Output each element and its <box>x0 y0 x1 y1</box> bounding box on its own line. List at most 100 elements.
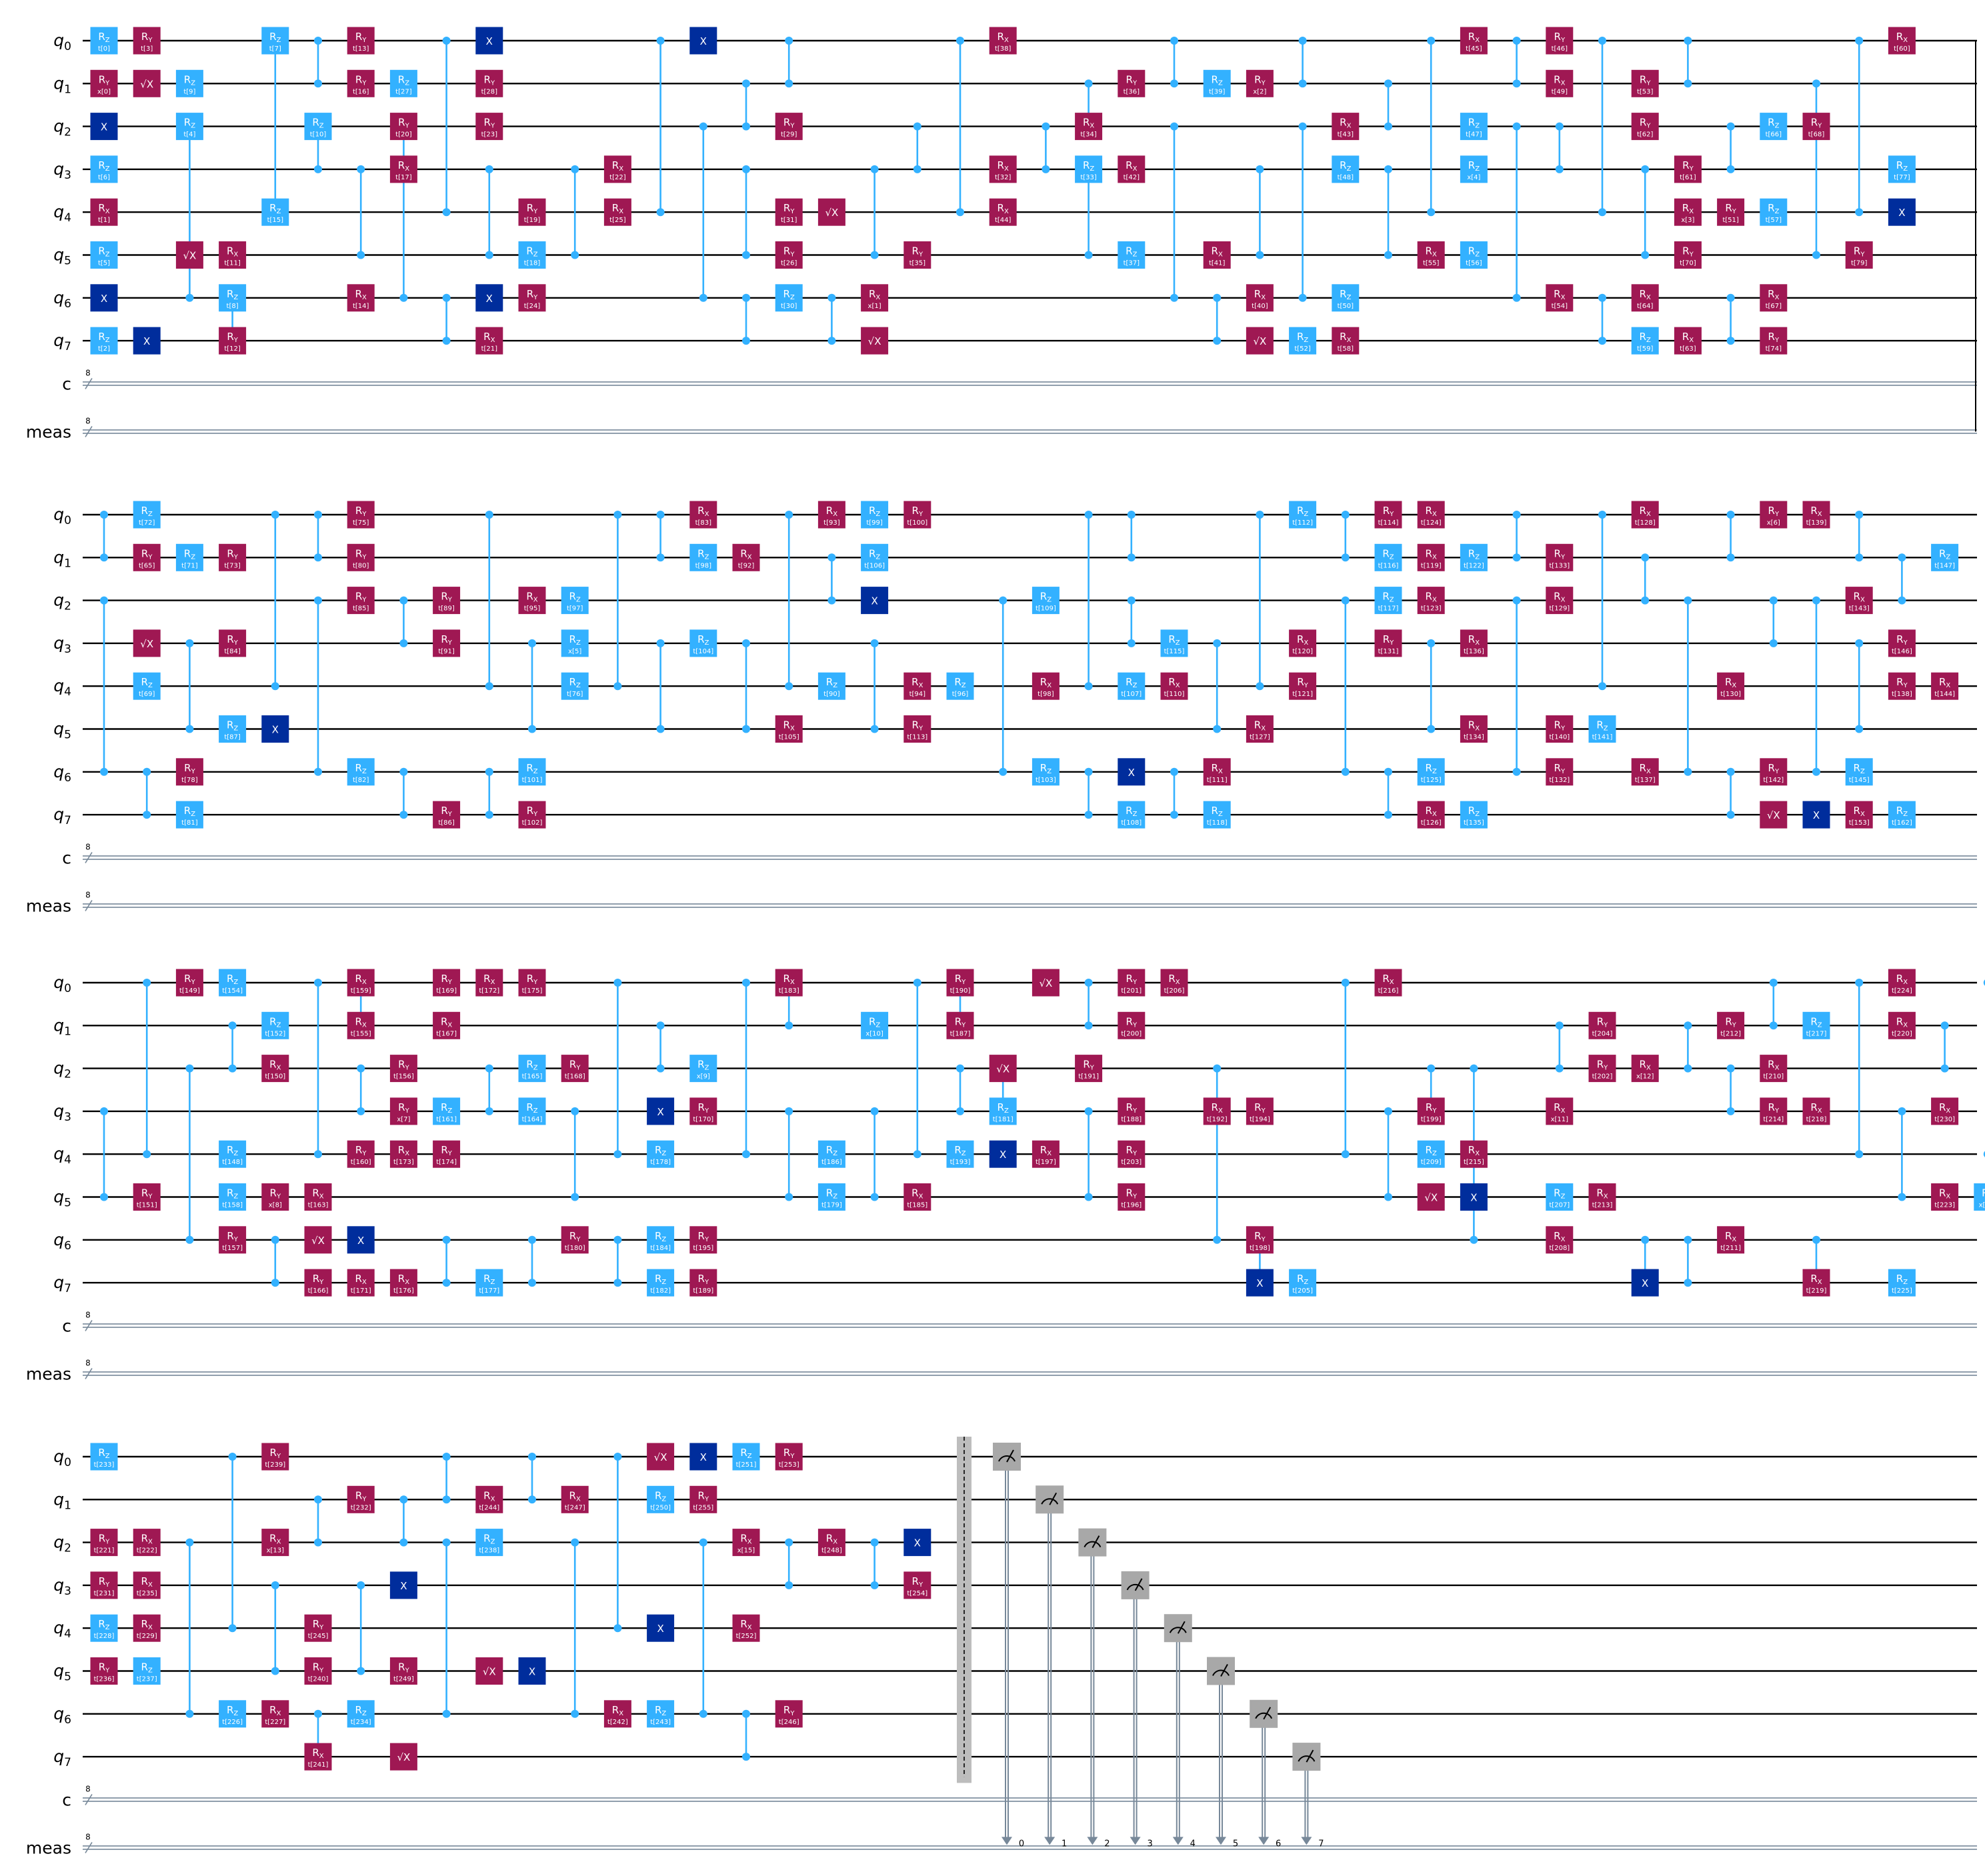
gate-box <box>603 155 631 183</box>
ry-gate: RYt[190] <box>946 969 974 997</box>
gate-label: RY <box>527 202 538 215</box>
gate-label: RY <box>783 245 795 259</box>
control-dot <box>314 979 322 987</box>
gate-box <box>1374 969 1402 997</box>
rx-gate: RXt[67] <box>1760 284 1788 312</box>
gate-label: RZ <box>1382 547 1394 561</box>
rz-gate: RZt[154] <box>219 969 247 997</box>
gate-box <box>817 198 845 226</box>
ry-gate: RYt[239] <box>261 1443 289 1471</box>
gate-parameter: t[225] <box>1892 1287 1912 1295</box>
gate-box <box>1417 1183 1445 1211</box>
gate-box <box>1075 1055 1103 1083</box>
measure-arrow <box>1087 1837 1098 1845</box>
gate-label: RY <box>441 973 452 986</box>
gate-box <box>1246 327 1274 355</box>
controlled-gate <box>1213 1064 1222 1244</box>
gate-label: RY <box>99 1661 110 1675</box>
controlled-gate <box>913 979 921 1159</box>
qubit-label: q1 <box>53 1489 71 1512</box>
control-dot <box>913 165 921 173</box>
gate-box <box>1374 629 1402 657</box>
gate-label: RZ <box>98 331 109 344</box>
gate-box <box>389 155 417 183</box>
rx-gate: RXt[222] <box>133 1529 161 1557</box>
gate-label: RZ <box>1297 331 1308 344</box>
gate-parameter: t[55] <box>1423 260 1440 267</box>
gate-label: RX <box>1297 633 1308 647</box>
control-dot <box>656 511 665 519</box>
gate-label: RZ <box>1810 1015 1822 1029</box>
gate-parameter: t[76] <box>567 691 583 698</box>
control-dot <box>742 337 750 345</box>
gate-label: RY <box>184 762 195 775</box>
gate-label: RX <box>141 1575 153 1589</box>
gate-box <box>861 1011 889 1039</box>
control-dot <box>1940 1064 1949 1073</box>
gate-parameter: t[180] <box>565 1245 585 1252</box>
gate-box <box>261 1443 289 1471</box>
ry-gate: RYt[200] <box>1118 1011 1146 1039</box>
meter-arc <box>1212 1669 1230 1676</box>
gate-parameter: t[117] <box>1378 605 1399 613</box>
ry-gate: RYt[249] <box>389 1657 417 1685</box>
gate-parameter: t[69] <box>139 691 155 698</box>
gate-box <box>817 1529 845 1557</box>
x-gate: X <box>647 1097 675 1125</box>
gate-box <box>1546 758 1574 786</box>
controlled-gate <box>1898 553 1906 605</box>
controlled-gate <box>1042 122 1050 173</box>
rx-gate: RXt[123] <box>1417 587 1445 615</box>
controlled-gate <box>143 767 151 819</box>
gate-box <box>1417 587 1445 615</box>
gate-parameter: t[239] <box>265 1461 285 1469</box>
qubit-label: q3 <box>53 1575 71 1598</box>
control-dot <box>656 639 665 647</box>
x-gate: X <box>475 284 503 312</box>
gate-parameter: t[70] <box>1680 260 1696 267</box>
gate-box <box>518 1657 546 1685</box>
gate-label: RZ <box>1896 159 1908 173</box>
control-dot <box>613 682 622 691</box>
rz-gate: RZt[2] <box>90 327 118 355</box>
gate-label: RZ <box>1768 117 1779 130</box>
measure-index: 4 <box>1190 1839 1196 1849</box>
gate-label: RZ <box>98 1447 109 1460</box>
gate-parameter: t[236] <box>94 1676 115 1683</box>
gate-box <box>1588 1055 1616 1083</box>
gate-parameter: t[253] <box>779 1461 799 1469</box>
gate-parameter: t[169] <box>436 987 457 995</box>
gate-parameter: t[81] <box>181 819 198 827</box>
control-dot <box>100 596 108 605</box>
gate-parameter: t[124] <box>1421 519 1442 527</box>
measure-index: 2 <box>1104 1839 1110 1849</box>
ry-gate: RYt[61] <box>1674 155 1702 183</box>
gate-label: RY <box>270 1187 281 1201</box>
gate-box <box>475 69 503 97</box>
gate-box <box>518 1097 546 1125</box>
rz-gate: RZt[57] <box>1760 198 1788 226</box>
gate-label: RZ <box>526 762 537 775</box>
rx-gate: RXt[219] <box>1802 1269 1830 1297</box>
rz-gate: RZt[6] <box>90 155 118 183</box>
ry-gate: RYt[156] <box>389 1055 417 1083</box>
gate-label: RZ <box>1126 676 1137 689</box>
rx-gate: RXt[183] <box>775 969 803 997</box>
x-gate: X <box>347 1226 375 1254</box>
control-dot <box>1170 79 1178 88</box>
gate-label: RY <box>441 805 452 818</box>
gate-parameter: t[166] <box>308 1287 329 1295</box>
control-dot <box>1855 208 1864 217</box>
control-dot <box>271 1667 279 1675</box>
rx-gate: RXt[248] <box>817 1529 845 1557</box>
gate-label: RZ <box>98 245 109 259</box>
gate-box <box>1460 155 1488 183</box>
control-dot <box>485 1107 493 1115</box>
control-dot <box>1341 596 1350 605</box>
controlled-gate <box>314 596 322 776</box>
controlled-gate <box>656 511 665 562</box>
qubit-label: q5 <box>53 719 71 742</box>
control-dot <box>357 1107 365 1115</box>
gate-box <box>133 543 161 571</box>
measure-gate: 2 <box>1078 1528 1110 1849</box>
